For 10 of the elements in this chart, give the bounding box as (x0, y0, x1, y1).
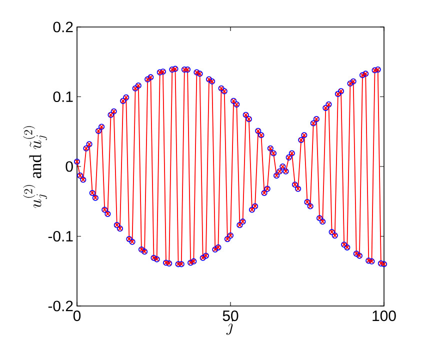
y-tick-label: -0.2 (48, 300, 73, 312)
x-tick-label: 0 (73, 310, 81, 322)
x-tick-label: 50 (222, 310, 238, 322)
y-tick-label: -0.1 (48, 230, 73, 242)
y-tick-label: 0.2 (53, 22, 73, 32)
y-tick-label: 0.1 (53, 91, 73, 102)
x-tick-label: 100 (372, 310, 396, 322)
y-tick-label: 0 (66, 161, 73, 172)
x-axis-title: $j$ (226, 320, 234, 335)
y-axis-title: $u_j^{(2)}\ \mathrm{and}\ \tilde{u}_j^{(2)}$ (23, 126, 47, 208)
